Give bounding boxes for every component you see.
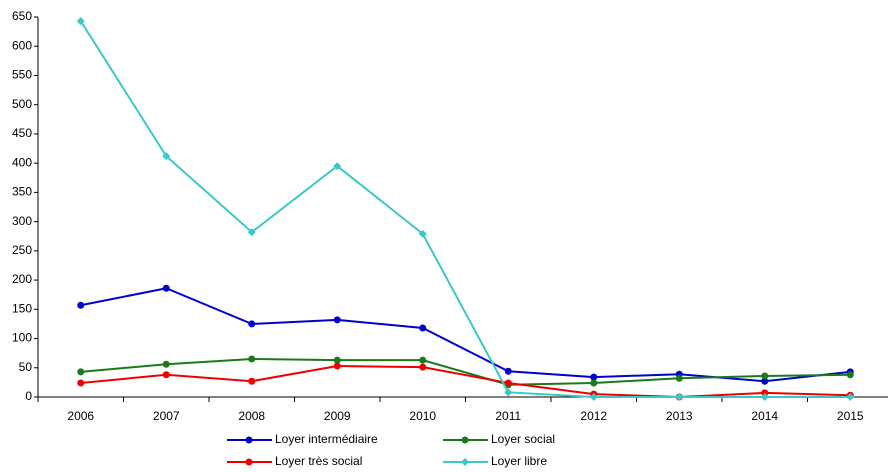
x-tick-label: 2011	[495, 409, 521, 423]
y-tick-label: 650	[12, 9, 32, 23]
x-tick-label: 2010	[409, 409, 436, 423]
x-tick-label: 2008	[238, 409, 265, 423]
point	[761, 389, 769, 397]
point	[590, 373, 598, 381]
x-tick-label: 2006	[67, 409, 94, 423]
point	[77, 379, 85, 387]
legend-label: Loyer libre	[491, 454, 547, 468]
y-tick-label: 500	[12, 97, 32, 111]
point	[247, 228, 256, 237]
point	[846, 393, 855, 401]
legend-marker	[245, 458, 253, 466]
point	[162, 284, 170, 292]
point	[419, 363, 427, 371]
y-tick-label: 550	[12, 68, 32, 82]
y-tick-label: 600	[12, 38, 32, 52]
series-line	[79, 20, 851, 398]
point	[504, 379, 512, 387]
point	[76, 17, 85, 26]
point	[504, 367, 512, 375]
point	[589, 393, 598, 401]
point	[333, 316, 341, 324]
point	[419, 324, 427, 332]
point	[761, 377, 769, 385]
point	[248, 320, 256, 328]
point	[162, 152, 171, 161]
series-line	[80, 365, 851, 399]
point	[77, 301, 85, 309]
point	[333, 356, 341, 364]
point	[846, 371, 854, 379]
legend-label: Loyer très social	[275, 454, 362, 468]
y-tick-label: 450	[12, 126, 32, 140]
y-tick-label: 0	[25, 389, 32, 403]
x-tick-label: 2015	[837, 409, 864, 423]
legend-marker	[461, 458, 469, 466]
point	[675, 393, 684, 401]
x-tick-label: 2009	[324, 409, 351, 423]
point	[419, 356, 427, 364]
y-tick-label: 200	[12, 272, 32, 286]
legend-label: Loyer social	[491, 432, 555, 446]
legend-label: Loyer intermédiaire	[275, 432, 378, 446]
point	[162, 371, 170, 379]
y-tick-label: 250	[12, 243, 32, 257]
point	[675, 374, 683, 382]
y-tick-label: 50	[19, 360, 33, 374]
y-tick-label: 150	[12, 301, 32, 315]
x-tick-label: 2014	[751, 409, 778, 423]
legend-marker	[461, 436, 469, 444]
series-line	[80, 287, 851, 383]
x-tick-label: 2013	[666, 409, 693, 423]
point	[77, 368, 85, 376]
point	[162, 360, 170, 368]
point	[761, 372, 769, 380]
point	[590, 379, 598, 387]
point	[333, 162, 342, 171]
point	[333, 362, 341, 370]
x-tick-label: 2007	[153, 409, 180, 423]
point	[760, 393, 769, 401]
y-tick-label: 300	[12, 214, 32, 228]
point	[248, 355, 256, 363]
point	[248, 377, 256, 385]
x-tick-label: 2012	[580, 409, 607, 423]
y-tick-label: 100	[12, 331, 32, 345]
legend-marker	[245, 436, 253, 444]
point	[418, 229, 427, 238]
y-tick-label: 350	[12, 185, 32, 199]
y-tick-label: 400	[12, 155, 32, 169]
point	[504, 388, 513, 397]
series-line	[80, 357, 851, 386]
